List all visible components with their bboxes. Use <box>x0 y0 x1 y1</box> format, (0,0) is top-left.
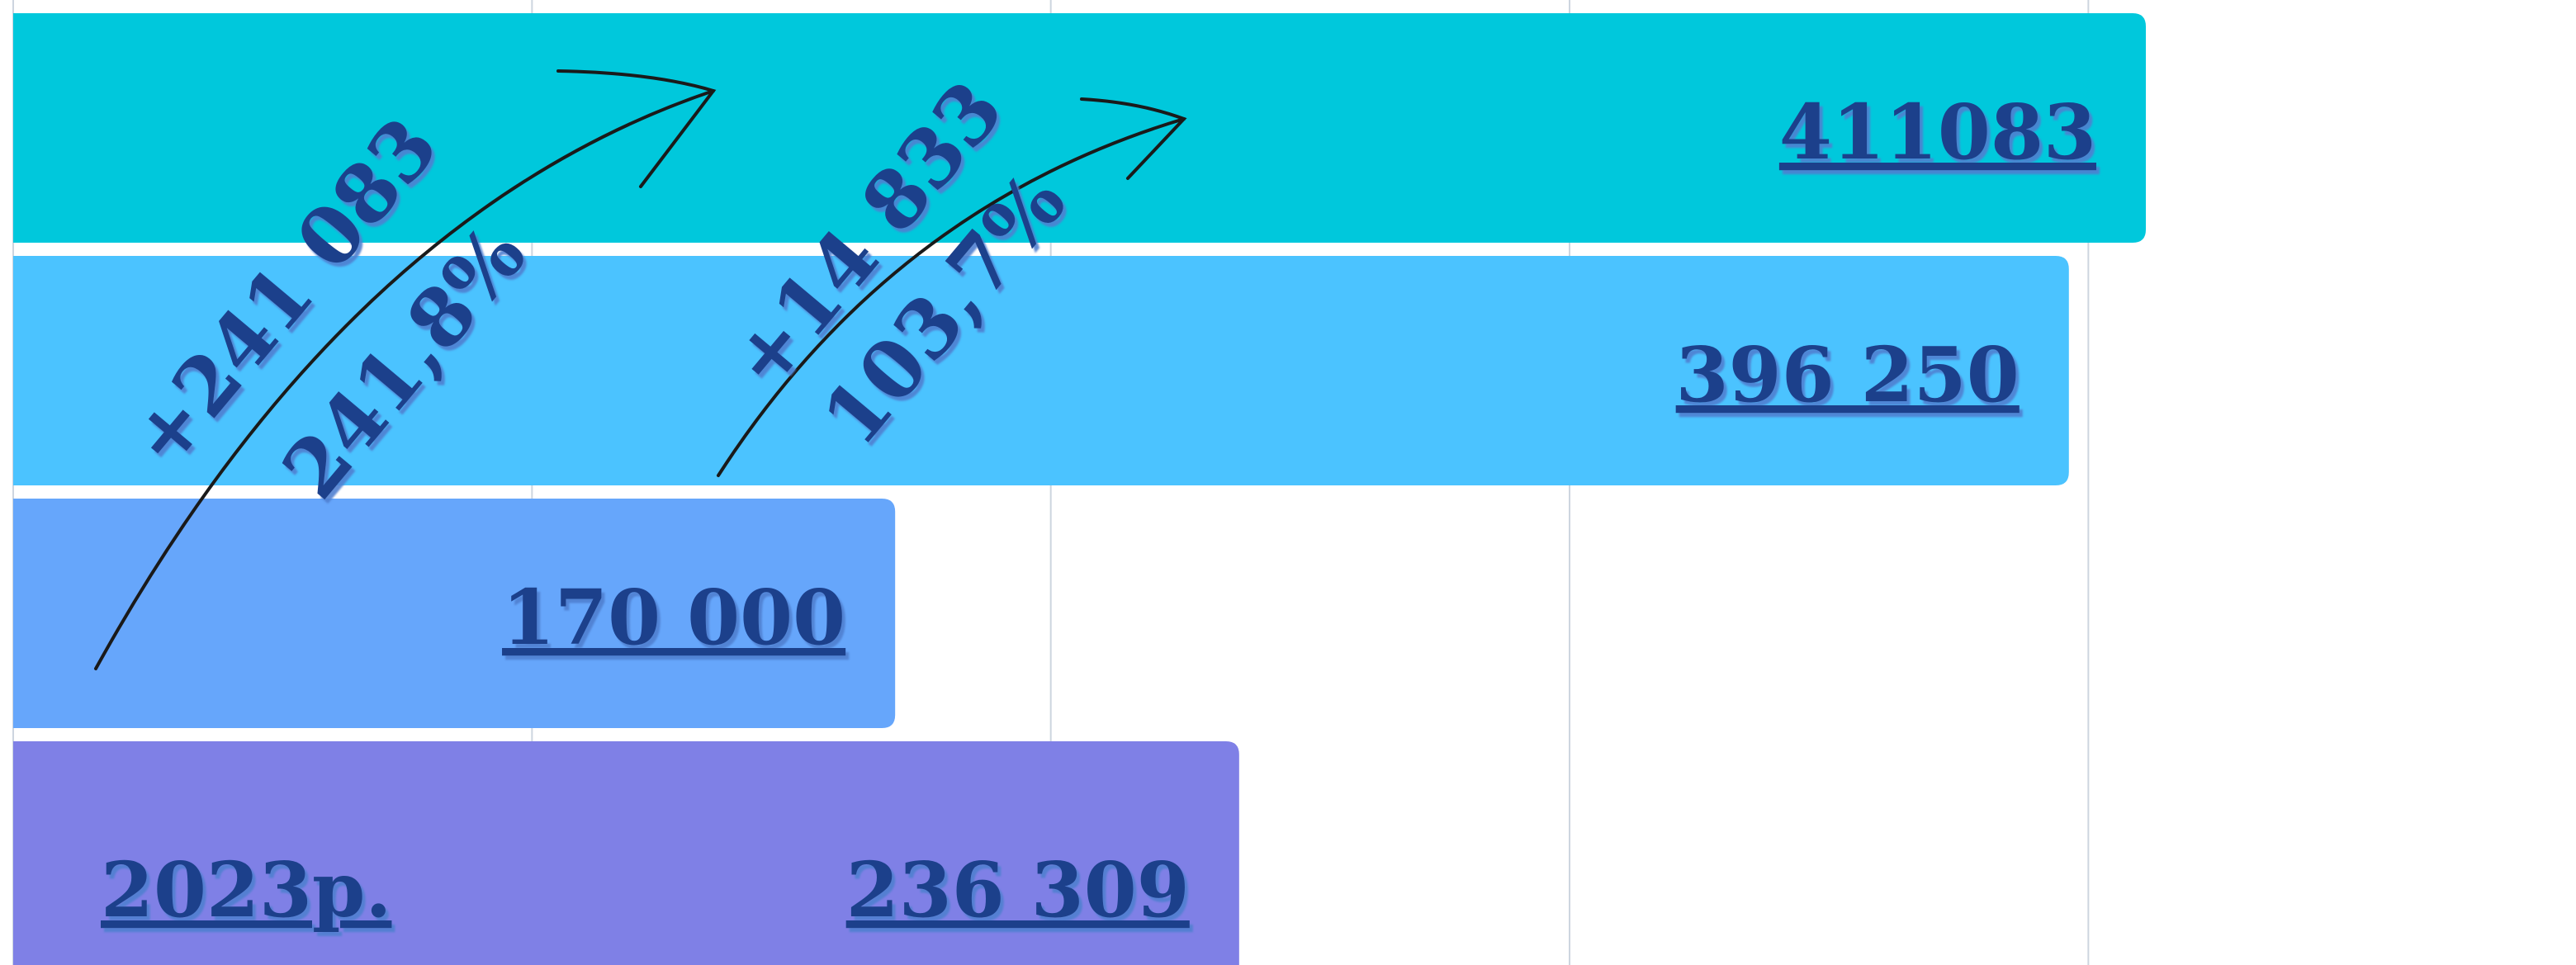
arrow-head <box>556 69 717 188</box>
arrow <box>717 117 1186 477</box>
arrows <box>94 69 1187 670</box>
value-label: 170 000 <box>502 573 845 662</box>
arrow <box>94 89 715 670</box>
bar <box>13 499 896 728</box>
value-label: 396 250 <box>1676 330 2020 419</box>
bar <box>13 13 2146 243</box>
bars <box>13 13 2146 965</box>
arrow-head <box>1080 97 1187 180</box>
bar <box>13 256 2069 485</box>
value-label: 411083 <box>1779 88 2096 177</box>
bar <box>13 741 1239 965</box>
value-label: 236 309 <box>846 845 1190 934</box>
labels: 411083 396 250 170 000 236 309 2023р. <box>101 88 2096 934</box>
category-label: 2023р. <box>101 845 391 934</box>
